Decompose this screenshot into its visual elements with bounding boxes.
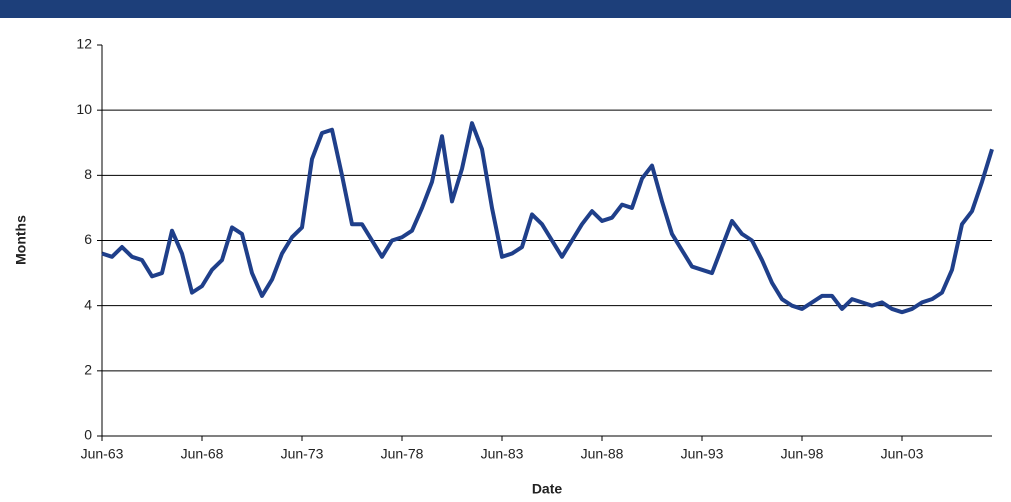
- x-tick-label: Jun-73: [281, 446, 324, 462]
- y-tick-label: 8: [84, 166, 92, 182]
- y-tick-label: 12: [76, 36, 92, 52]
- y-tick-label: 10: [76, 101, 92, 117]
- y-tick-label: 0: [84, 427, 92, 443]
- x-tick-label: Jun-03: [881, 446, 924, 462]
- x-tick-label: Jun-93: [681, 446, 724, 462]
- data-line: [101, 121, 994, 315]
- header-banner: [0, 0, 1011, 18]
- x-tick-label: Jun-98: [781, 446, 824, 462]
- y-tick-label: 6: [84, 231, 92, 247]
- y-tick-label: 4: [84, 296, 92, 312]
- y-tick-label: 2: [84, 362, 92, 378]
- x-tick-label: Jun-78: [381, 446, 424, 462]
- y-axis-title: Months: [13, 215, 29, 265]
- x-tick-label: Jun-83: [481, 446, 524, 462]
- x-axis-title: Date: [532, 481, 563, 497]
- x-tick-label: Jun-88: [581, 446, 624, 462]
- x-tick-label: Jun-68: [181, 446, 224, 462]
- x-tick-label: Jun-63: [81, 446, 124, 462]
